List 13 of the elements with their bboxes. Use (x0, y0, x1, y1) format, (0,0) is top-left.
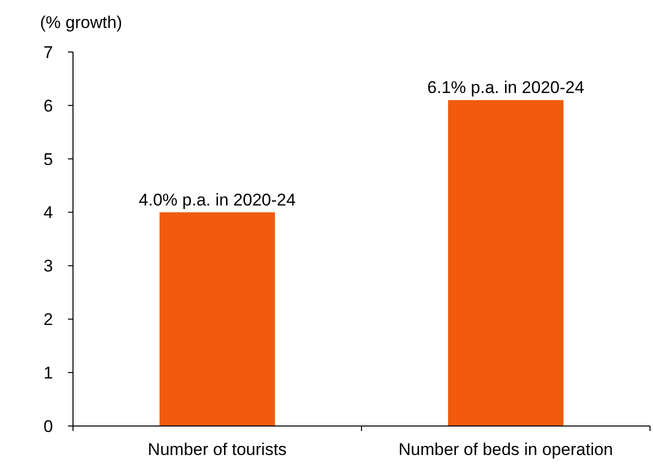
data-label: 4.0% p.a. in 2020-24 (138, 190, 296, 210)
y-tick-label: 0 (44, 416, 53, 436)
data-label: 6.1% p.a. in 2020-24 (427, 78, 584, 98)
y-tick-label: 7 (44, 42, 53, 62)
y-tick-label: 3 (44, 256, 53, 276)
y-tick-label: 5 (44, 150, 53, 169)
y-tick-label: 2 (44, 310, 53, 330)
x-tick-label: Number of tourists (148, 440, 287, 459)
y-tick-label: 1 (44, 364, 53, 383)
y-tick-label: 4 (44, 203, 53, 222)
y-axis-title: (% growth) (40, 13, 122, 32)
y-tick-label: 6 (44, 96, 53, 116)
x-tick-label: Number of beds in operation (398, 440, 614, 459)
